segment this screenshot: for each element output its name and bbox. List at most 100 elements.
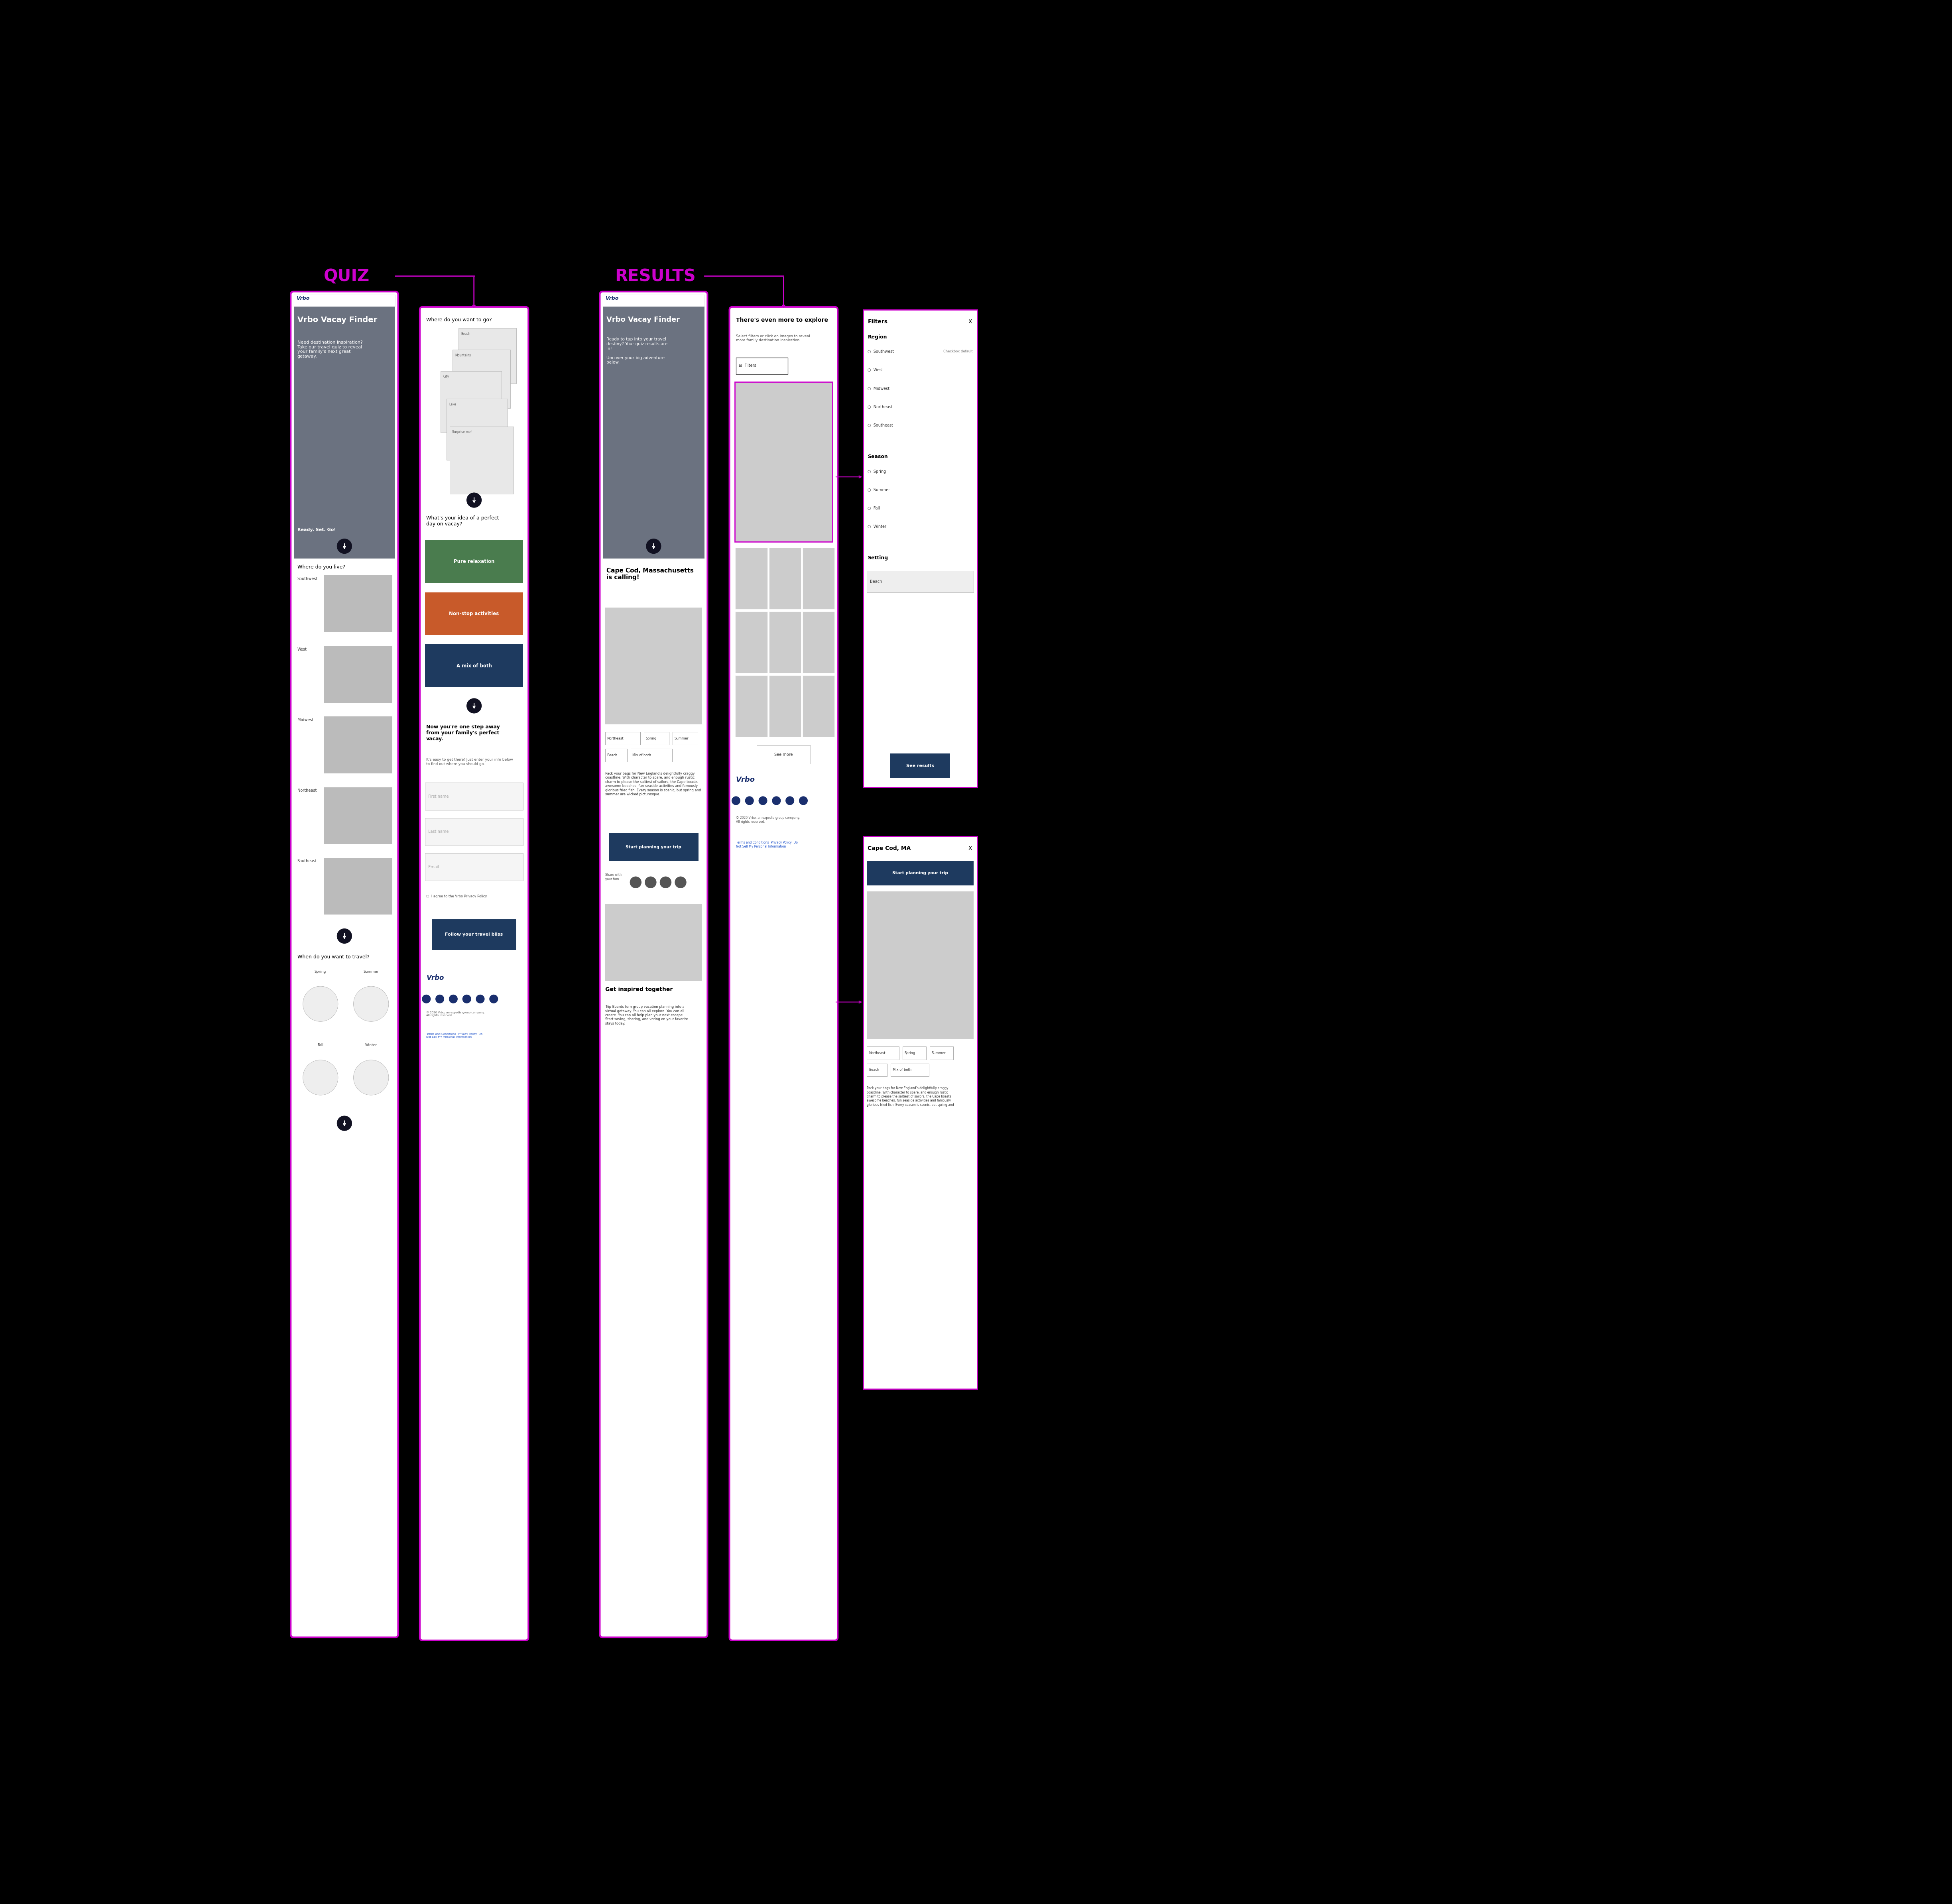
Text: Pack your bags for New England's delightfully craggy
coastline. With character t: Pack your bags for New England's delight… [605,771,701,796]
Bar [605,748,627,762]
Circle shape [675,876,687,887]
Bar [426,644,523,687]
Bar [863,836,978,1388]
Bar [867,891,974,1040]
Bar [769,611,800,672]
Bar [867,1064,888,1076]
Text: Southwest: Southwest [297,577,318,581]
Circle shape [422,994,431,1003]
Text: ○  Southwest: ○ Southwest [869,350,894,354]
Bar [603,295,705,307]
Text: Northeast: Northeast [607,737,623,741]
Text: Follow your travel bliss: Follow your travel bliss [445,933,504,937]
Text: Trip Boards turn group vacation planning into a
virtual getaway. You can all exp: Trip Boards turn group vacation planning… [605,1005,687,1024]
Bar [929,1047,953,1059]
Text: ○  Summer: ○ Summer [869,487,890,491]
Text: Cape Cod, Massachusetts
is calling!: Cape Cod, Massachusetts is calling! [607,567,693,581]
Text: ○  Fall: ○ Fall [869,506,880,510]
Circle shape [771,796,781,805]
Circle shape [449,994,457,1003]
Text: Cape Cod, MA: Cape Cod, MA [869,845,912,851]
Circle shape [435,994,445,1003]
Bar [863,310,978,786]
Text: Pack your bags for New England's delightfully craggy
coastline. With character t: Pack your bags for New England's delight… [867,1087,955,1106]
Text: Need destination inspiration?
Take our travel quiz to reveal
your family's next : Need destination inspiration? Take our t… [297,341,363,358]
Text: A mix of both: A mix of both [457,663,492,668]
Bar [757,744,810,764]
Circle shape [746,796,753,805]
Bar [293,307,394,558]
Text: ○  Southeast: ○ Southeast [869,423,894,426]
Text: Northeast: Northeast [297,788,316,792]
Circle shape [732,796,740,805]
Bar [644,731,670,744]
Bar [441,371,502,432]
Bar [736,358,789,375]
Bar [867,571,974,592]
Text: ☐  I agree to the Vrbo Privacy Policy.: ☐ I agree to the Vrbo Privacy Policy. [426,895,488,899]
Text: When do you want to travel?: When do you want to travel? [297,954,369,960]
Bar [426,853,523,882]
Bar [890,754,951,779]
Circle shape [467,493,482,508]
Bar [673,731,697,744]
Bar [769,548,800,609]
Bar [447,398,508,461]
Text: Terms and Conditions  Privacy Policy  Do
Not Sell My Personal Information: Terms and Conditions Privacy Policy Do N… [736,840,798,849]
Text: Mix of both: Mix of both [892,1068,912,1072]
Text: Winter: Winter [365,1043,377,1047]
Bar [867,1047,900,1059]
Text: Now you're one step away
from your family's perfect
vacay.: Now you're one step away from your famil… [426,724,500,741]
Text: Spring: Spring [314,969,326,973]
Text: Beach: Beach [461,331,470,335]
Text: ⊟  Filters: ⊟ Filters [740,364,757,367]
Text: Where do you want to go?: Where do you want to go? [426,318,492,322]
Bar [324,859,392,914]
Circle shape [490,994,498,1003]
Bar [605,731,640,744]
Circle shape [338,1116,351,1131]
Text: Vrbo: Vrbo [297,295,308,301]
Circle shape [759,796,767,805]
FancyBboxPatch shape [599,291,707,1637]
Bar [426,541,523,583]
Text: © 2020 Vrbo, an expedia group company.
All rights reserved.: © 2020 Vrbo, an expedia group company. A… [736,817,800,824]
Text: X: X [968,845,972,851]
Text: Vrbo Vacay Finder: Vrbo Vacay Finder [297,316,377,324]
Text: Filters: Filters [869,320,888,324]
Text: What's your idea of a perfect
day on vacay?: What's your idea of a perfect day on vac… [426,516,500,527]
Circle shape [785,796,794,805]
Circle shape [660,876,671,887]
Bar [630,748,671,762]
Bar [734,383,832,541]
Circle shape [798,796,808,805]
Text: Summer: Summer [363,969,379,973]
Bar [603,307,705,558]
Text: West: West [297,647,306,651]
Bar [605,607,703,724]
Text: Vrbo: Vrbo [605,295,619,301]
Text: Ready. Set. Go!: Ready. Set. Go! [297,527,336,531]
Text: City: City [443,375,449,379]
Text: Get inspired together: Get inspired together [605,986,673,992]
Text: Select filters or click on images to reveal
more family destination inspiration.: Select filters or click on images to rev… [736,335,810,343]
Bar [802,611,835,672]
FancyBboxPatch shape [291,291,398,1637]
Text: Pure relaxation: Pure relaxation [453,560,494,564]
Circle shape [353,1061,388,1095]
Text: Setting: Setting [869,556,888,560]
Bar [324,786,392,843]
Bar [459,327,517,383]
Bar [431,920,517,950]
Bar [769,676,800,737]
Bar [890,1064,929,1076]
Text: There's even more to explore: There's even more to explore [736,318,828,324]
Text: ○  Midwest: ○ Midwest [869,387,890,390]
Text: Checkbox default: Checkbox default [943,350,972,354]
Text: See results: See results [906,764,935,767]
Text: Mountains: Mountains [455,354,470,358]
Text: Lake: Lake [449,402,457,406]
Circle shape [338,929,351,942]
Text: Beach: Beach [869,1068,878,1072]
Bar [867,861,974,885]
